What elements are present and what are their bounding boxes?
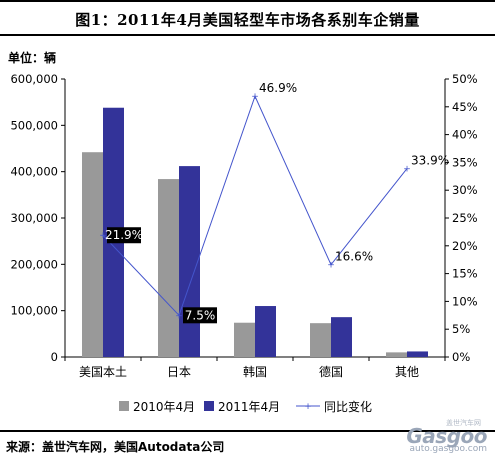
bar-2010 [310, 323, 331, 357]
line-point-marker: + [99, 231, 107, 241]
bar-2010 [158, 179, 179, 357]
data-label: 7.5% [185, 308, 216, 322]
bar-2011 [407, 351, 428, 357]
y-left-tick-label: 400,000 [10, 165, 58, 179]
bar-2010 [82, 152, 103, 357]
legend-label-2010: 2010年4月 [133, 400, 195, 414]
x-tick-label: 其他 [395, 365, 419, 379]
x-tick-label: 美国本土 [79, 365, 127, 379]
legend-line-marker: + [304, 402, 312, 412]
y-left-tick-label: 600,000 [10, 72, 58, 86]
source-label: 来源：盖世汽车网，美国Autodata公司 [6, 440, 225, 454]
bar-2011 [331, 317, 352, 357]
y-right-tick-label: 15% [452, 267, 478, 281]
y-right-tick-label: 5% [452, 322, 470, 336]
data-label-bg [107, 227, 141, 244]
y-right-tick-label: 35% [452, 155, 478, 169]
data-label: 33.9% [411, 154, 449, 168]
chart-title: 图1：2011年4月美国轻型车市场各系别车企销量 [75, 11, 420, 29]
x-tick-label: 日本 [167, 365, 191, 379]
title-bar: 图1：2011年4月美国轻型车市场各系别车企销量 [0, 0, 495, 36]
data-label: 21.9% [105, 228, 143, 242]
x-tick-label: 德国 [319, 364, 343, 379]
source-bar: 来源：盖世汽车网，美国Autodata公司 [0, 430, 495, 458]
line-point-marker: + [251, 92, 259, 102]
watermark-logo: 盖世汽车网 Gasgoo auto.gasgoo.com [406, 419, 489, 454]
line-point-marker: + [327, 261, 335, 271]
unit-label: 单位：辆 [8, 51, 57, 65]
y-left-tick-label: 300,000 [10, 211, 58, 225]
legend-swatch-2010 [119, 401, 129, 411]
y-left-tick-label: 0 [51, 350, 58, 364]
legend-swatch-2011 [204, 401, 214, 411]
y-right-tick-label: 50% [452, 72, 478, 86]
watermark-site: auto.gasgoo.com [409, 444, 487, 454]
line-point-marker: + [175, 311, 183, 321]
y-right-tick-label: 30% [452, 183, 478, 197]
bar-2010 [234, 322, 255, 357]
x-tick-label: 韩国 [243, 364, 267, 379]
legend-label-yoy: 同比变化 [324, 399, 372, 414]
y-right-tick-label: 45% [452, 100, 478, 114]
line-point-marker: + [403, 165, 411, 175]
watermark-brand: Gasgoo [406, 424, 487, 448]
watermark-cn: 盖世汽车网 [446, 419, 481, 427]
y-left-tick-label: 500,000 [10, 118, 58, 132]
y-right-tick-label: 10% [452, 294, 478, 308]
y-right-tick-label: 25% [452, 211, 478, 225]
chart: 0 100,000 200,000 300,000 400,000 500,000 600,… [10, 72, 478, 414]
bar-2011 [255, 306, 276, 357]
y-left-tick-label: 100,000 [10, 304, 58, 318]
bar-2010 [386, 352, 407, 357]
y-left-tick-label: 200,000 [10, 257, 58, 271]
data-label: 16.6% [335, 250, 373, 264]
y-right-tick-label: 0% [452, 350, 470, 364]
bar-2011 [179, 166, 200, 357]
y-right-tick-label: 20% [452, 239, 478, 253]
y-right-tick-label: 40% [452, 128, 478, 142]
data-label: 46.9% [259, 81, 297, 95]
line-yoy-change [102, 94, 408, 317]
legend-label-2011: 2011年4月 [218, 400, 280, 414]
data-label-bg [183, 307, 217, 324]
